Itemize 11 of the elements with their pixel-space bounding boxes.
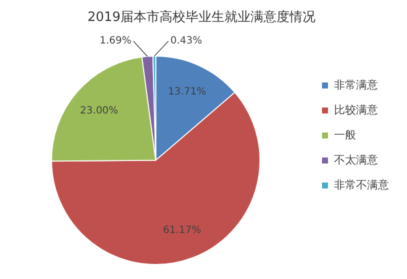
legend-label: 不太满意: [334, 153, 378, 166]
legend-label: 一般: [334, 128, 356, 142]
data-label: 23.00%: [80, 106, 118, 117]
legend-label: 非常满意: [334, 78, 378, 92]
data-label: 61.17%: [163, 225, 202, 236]
data-label: 13.71%: [168, 86, 206, 98]
legend-label: 比较满意: [334, 103, 378, 116]
data-label: 0.43%: [170, 36, 202, 47]
chart-title: 2019届本市高校毕业生就业满意度情况: [87, 9, 316, 26]
legend-label: 非常不满意: [334, 178, 389, 192]
data-label: 1.69%: [100, 36, 132, 47]
